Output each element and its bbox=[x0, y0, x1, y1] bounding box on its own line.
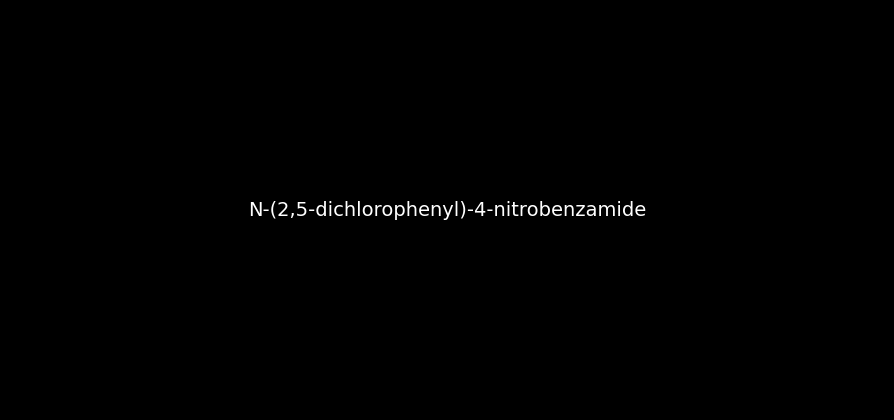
Text: N-(2,5-dichlorophenyl)-4-nitrobenzamide: N-(2,5-dichlorophenyl)-4-nitrobenzamide bbox=[249, 200, 645, 220]
